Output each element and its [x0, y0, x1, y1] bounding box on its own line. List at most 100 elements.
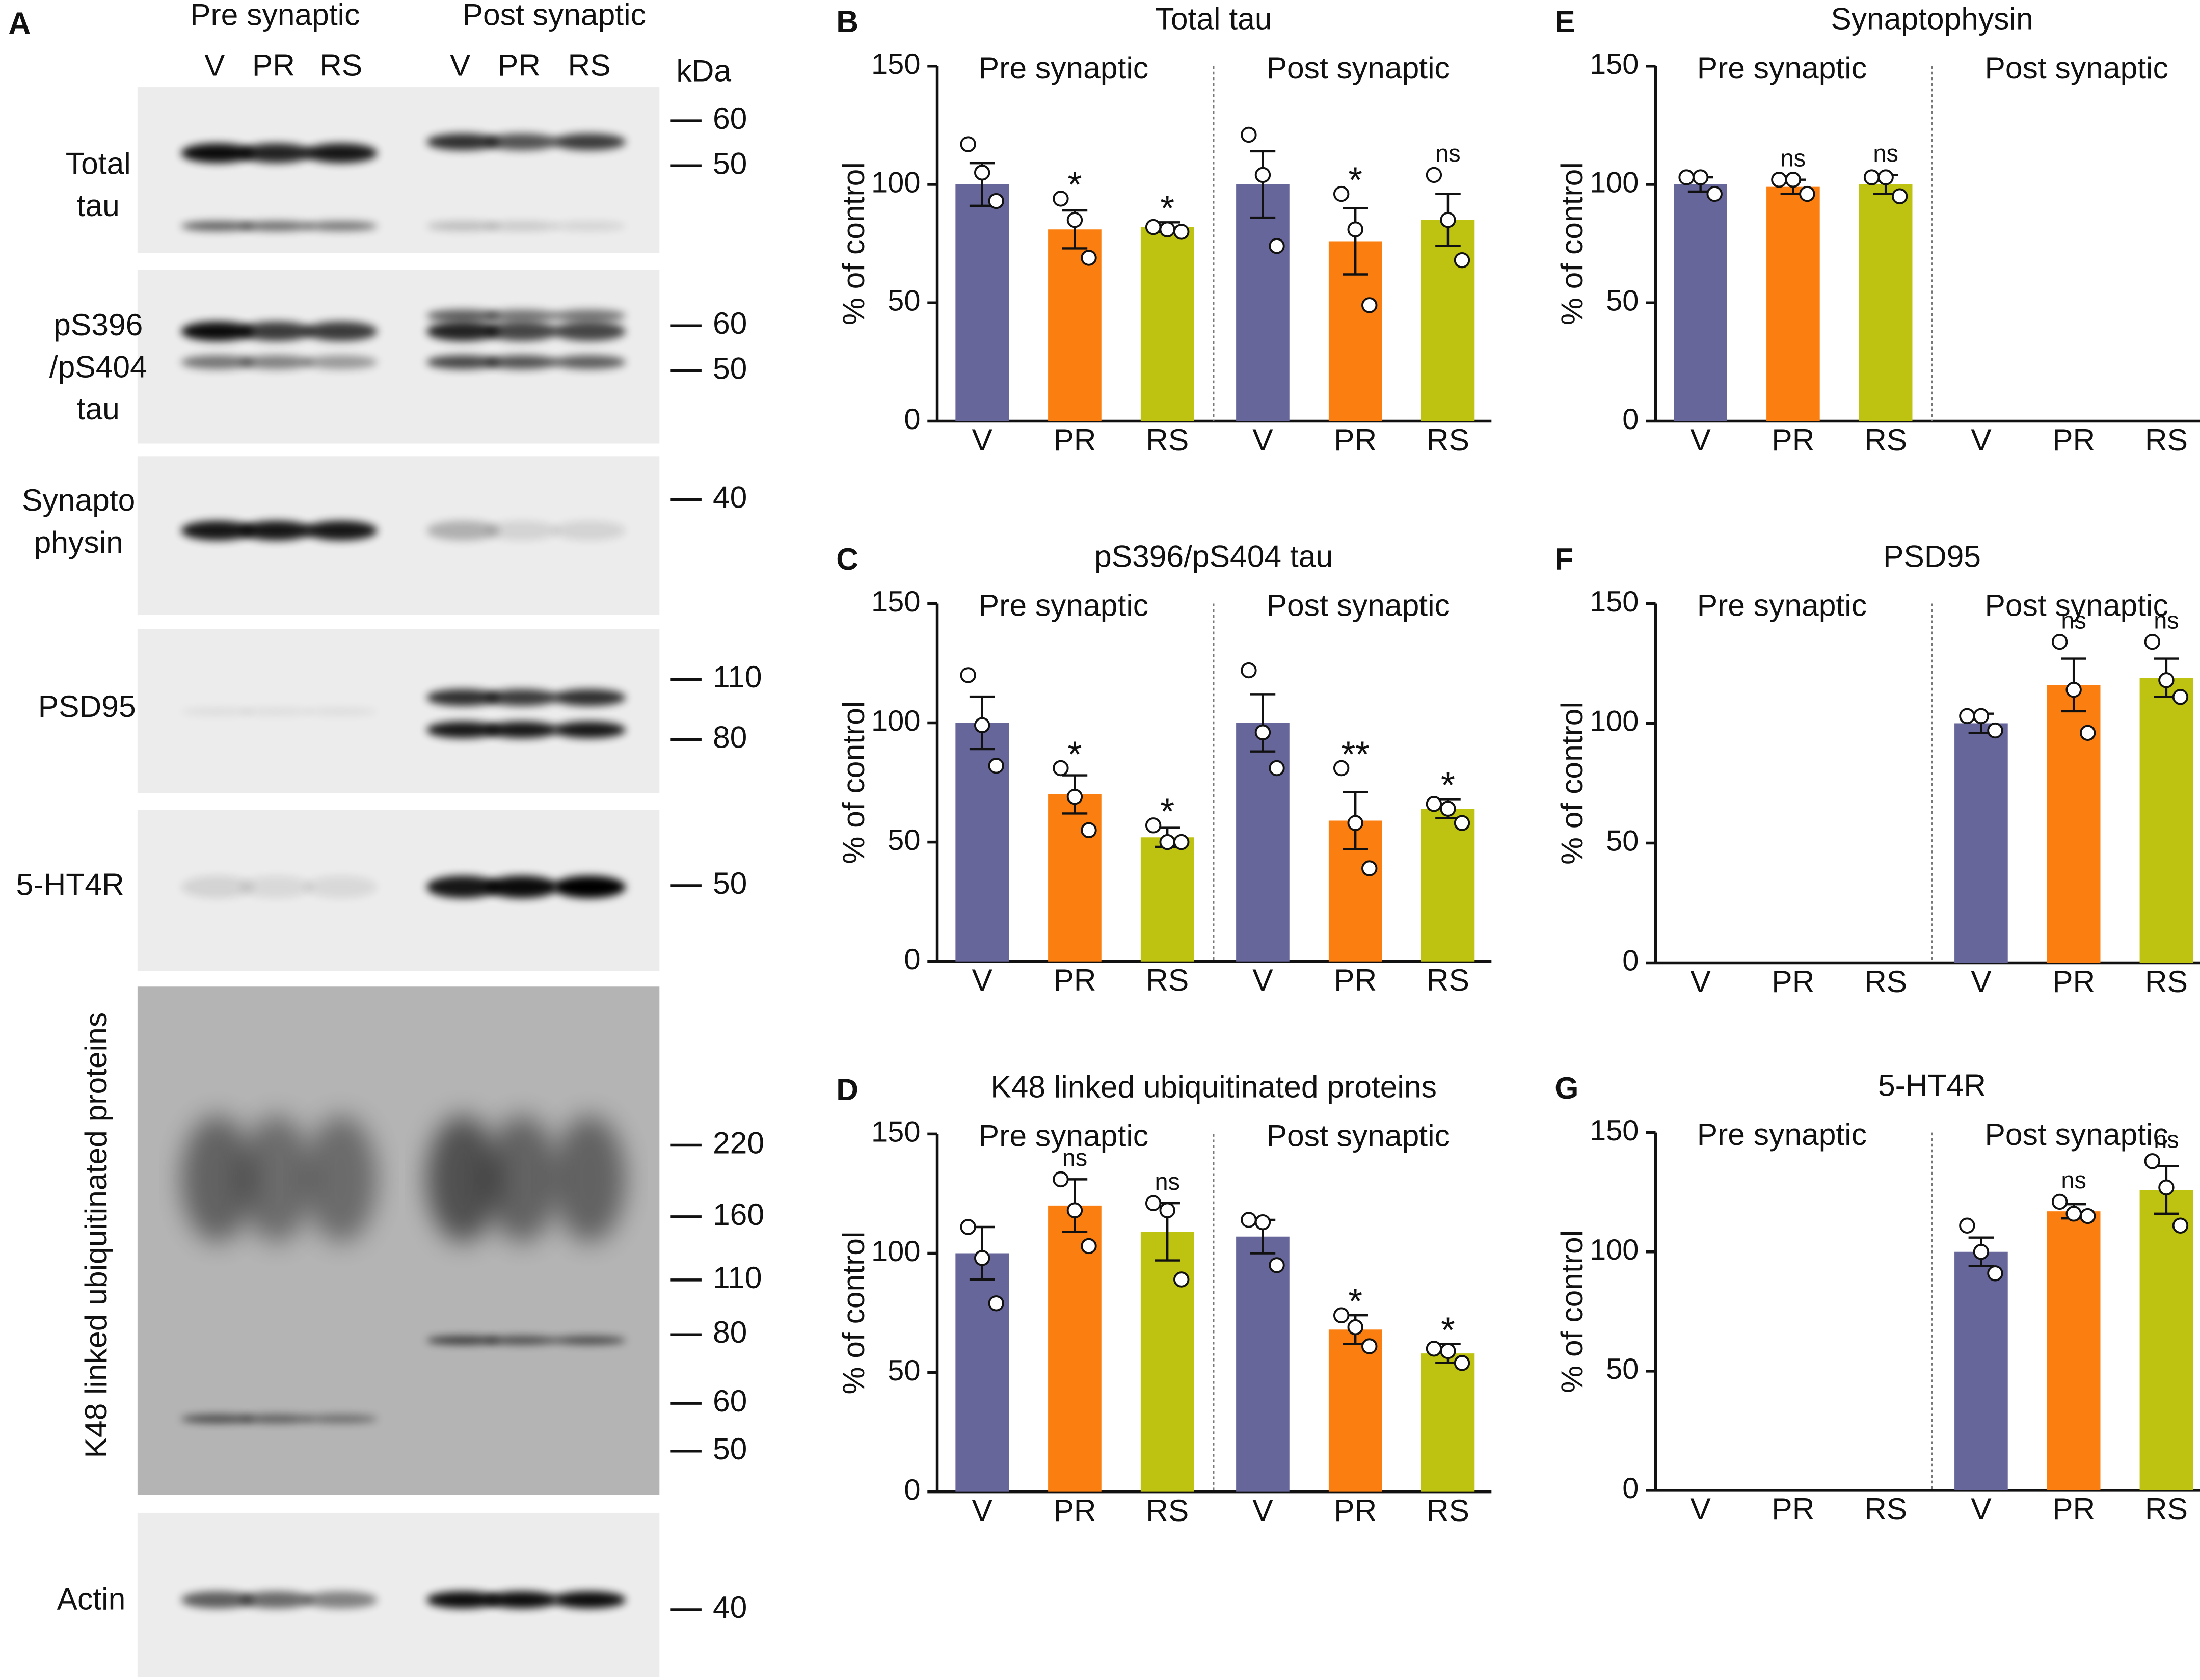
y-tick-label: 100 [871, 705, 920, 737]
chart-title: Synaptophysin [1831, 2, 2033, 36]
x-tick-label: RS [1146, 422, 1189, 457]
data-point [960, 136, 976, 152]
data-point [1454, 252, 1470, 269]
blot-band [304, 707, 378, 716]
bar [1140, 1232, 1194, 1492]
bar [1421, 220, 1475, 421]
y-axis-label: % of control [836, 701, 871, 864]
y-tick-label: 0 [904, 943, 920, 976]
blot-band [426, 1591, 500, 1609]
x-tick-label: PR [2052, 422, 2095, 457]
blot-band [239, 521, 313, 541]
bar [955, 1253, 1009, 1492]
blot-band [553, 1336, 626, 1345]
blot-band [426, 221, 500, 231]
blot-band [181, 321, 254, 341]
blot-band [426, 721, 500, 738]
x-tick-label: PR [1334, 422, 1377, 457]
bar [1954, 723, 2008, 963]
data-point [1440, 1343, 1456, 1359]
marker-label: 50 [713, 866, 747, 900]
y-tick-label: 0 [1622, 945, 1639, 977]
bar [955, 723, 1009, 962]
data-point [1347, 221, 1363, 237]
group-label: Post synaptic [1985, 50, 2168, 85]
blot-band [485, 309, 559, 323]
blot-band [426, 521, 500, 541]
y-tick-label: 50 [1606, 825, 1639, 858]
bar [955, 184, 1009, 421]
data-point [1706, 185, 1723, 202]
y-tick-label: 50 [888, 1354, 920, 1387]
blot-band [485, 875, 559, 898]
data-point [1361, 1338, 1378, 1354]
data-point [1145, 817, 1162, 834]
blot-row-label: /pS404 [49, 350, 147, 384]
chart-title: 5-HT4R [1878, 1068, 1986, 1103]
data-point [2065, 1206, 2082, 1222]
data-point [1269, 760, 1285, 777]
x-tick-label: V [1690, 964, 1711, 999]
data-point [1973, 1244, 1990, 1260]
bar [1859, 184, 1913, 421]
data-point [988, 193, 1004, 209]
data-point [1987, 722, 2003, 739]
marker-label: 110 [713, 659, 762, 694]
data-point [974, 1250, 990, 1266]
data-point [1145, 1195, 1162, 1211]
data-point [1159, 834, 1175, 850]
marker-label: 160 [713, 1197, 764, 1232]
x-tick-label: RS [2145, 964, 2188, 999]
significance-label: * [1441, 765, 1455, 806]
data-point [1426, 167, 1442, 183]
group-label: Pre synaptic [979, 1118, 1148, 1153]
data-point [1173, 1271, 1190, 1288]
x-tick-label: V [972, 422, 992, 457]
data-point [1891, 188, 1908, 204]
data-point [960, 1219, 976, 1235]
x-tick-label: RS [1427, 963, 1469, 997]
data-point [1361, 297, 1378, 313]
data-point [1066, 211, 1083, 228]
data-point [1973, 708, 1990, 725]
blot-lane-label: V [204, 48, 225, 83]
x-tick-label: RS [2145, 1491, 2188, 1526]
blot-band [426, 355, 500, 369]
y-tick-label: 150 [871, 48, 920, 81]
bar [1236, 723, 1290, 962]
group-label: Post synaptic [1985, 1117, 2168, 1152]
panel-letter: A [9, 6, 31, 40]
marker-label: 60 [713, 306, 747, 340]
blot-band [553, 309, 626, 323]
group-label: Post synaptic [1985, 588, 2168, 623]
blot-band [239, 707, 313, 716]
blot-band [553, 521, 626, 541]
blot-band [426, 321, 500, 341]
x-tick-label: PR [1334, 963, 1377, 997]
blot-band [553, 1591, 626, 1609]
data-point [988, 758, 1004, 774]
blot-band [239, 143, 313, 163]
x-tick-label: PR [1053, 1493, 1096, 1528]
blot-band [181, 1591, 254, 1609]
x-tick-label: RS [1864, 964, 1907, 999]
x-tick-label: RS [1146, 1493, 1189, 1528]
data-point [1333, 1307, 1350, 1323]
data-point [1959, 708, 1975, 725]
marker-label: 80 [713, 720, 747, 755]
marker-label: 220 [713, 1125, 764, 1160]
data-point [1173, 834, 1190, 850]
x-tick-label: V [1252, 422, 1273, 457]
data-point [1877, 169, 1894, 185]
blot-row-label: Total [66, 146, 131, 180]
significance-label: ns [2154, 1127, 2179, 1153]
x-tick-label: V [972, 1493, 992, 1528]
blot-lane-label: RS [568, 48, 611, 83]
bar [2139, 1190, 2193, 1490]
data-point [1333, 760, 1350, 777]
blot-band [304, 355, 378, 369]
significance-label: ns [2061, 607, 2086, 633]
y-tick-label: 0 [1622, 403, 1639, 436]
chart-title: PSD95 [1883, 539, 1981, 573]
y-tick-label: 150 [871, 585, 920, 618]
